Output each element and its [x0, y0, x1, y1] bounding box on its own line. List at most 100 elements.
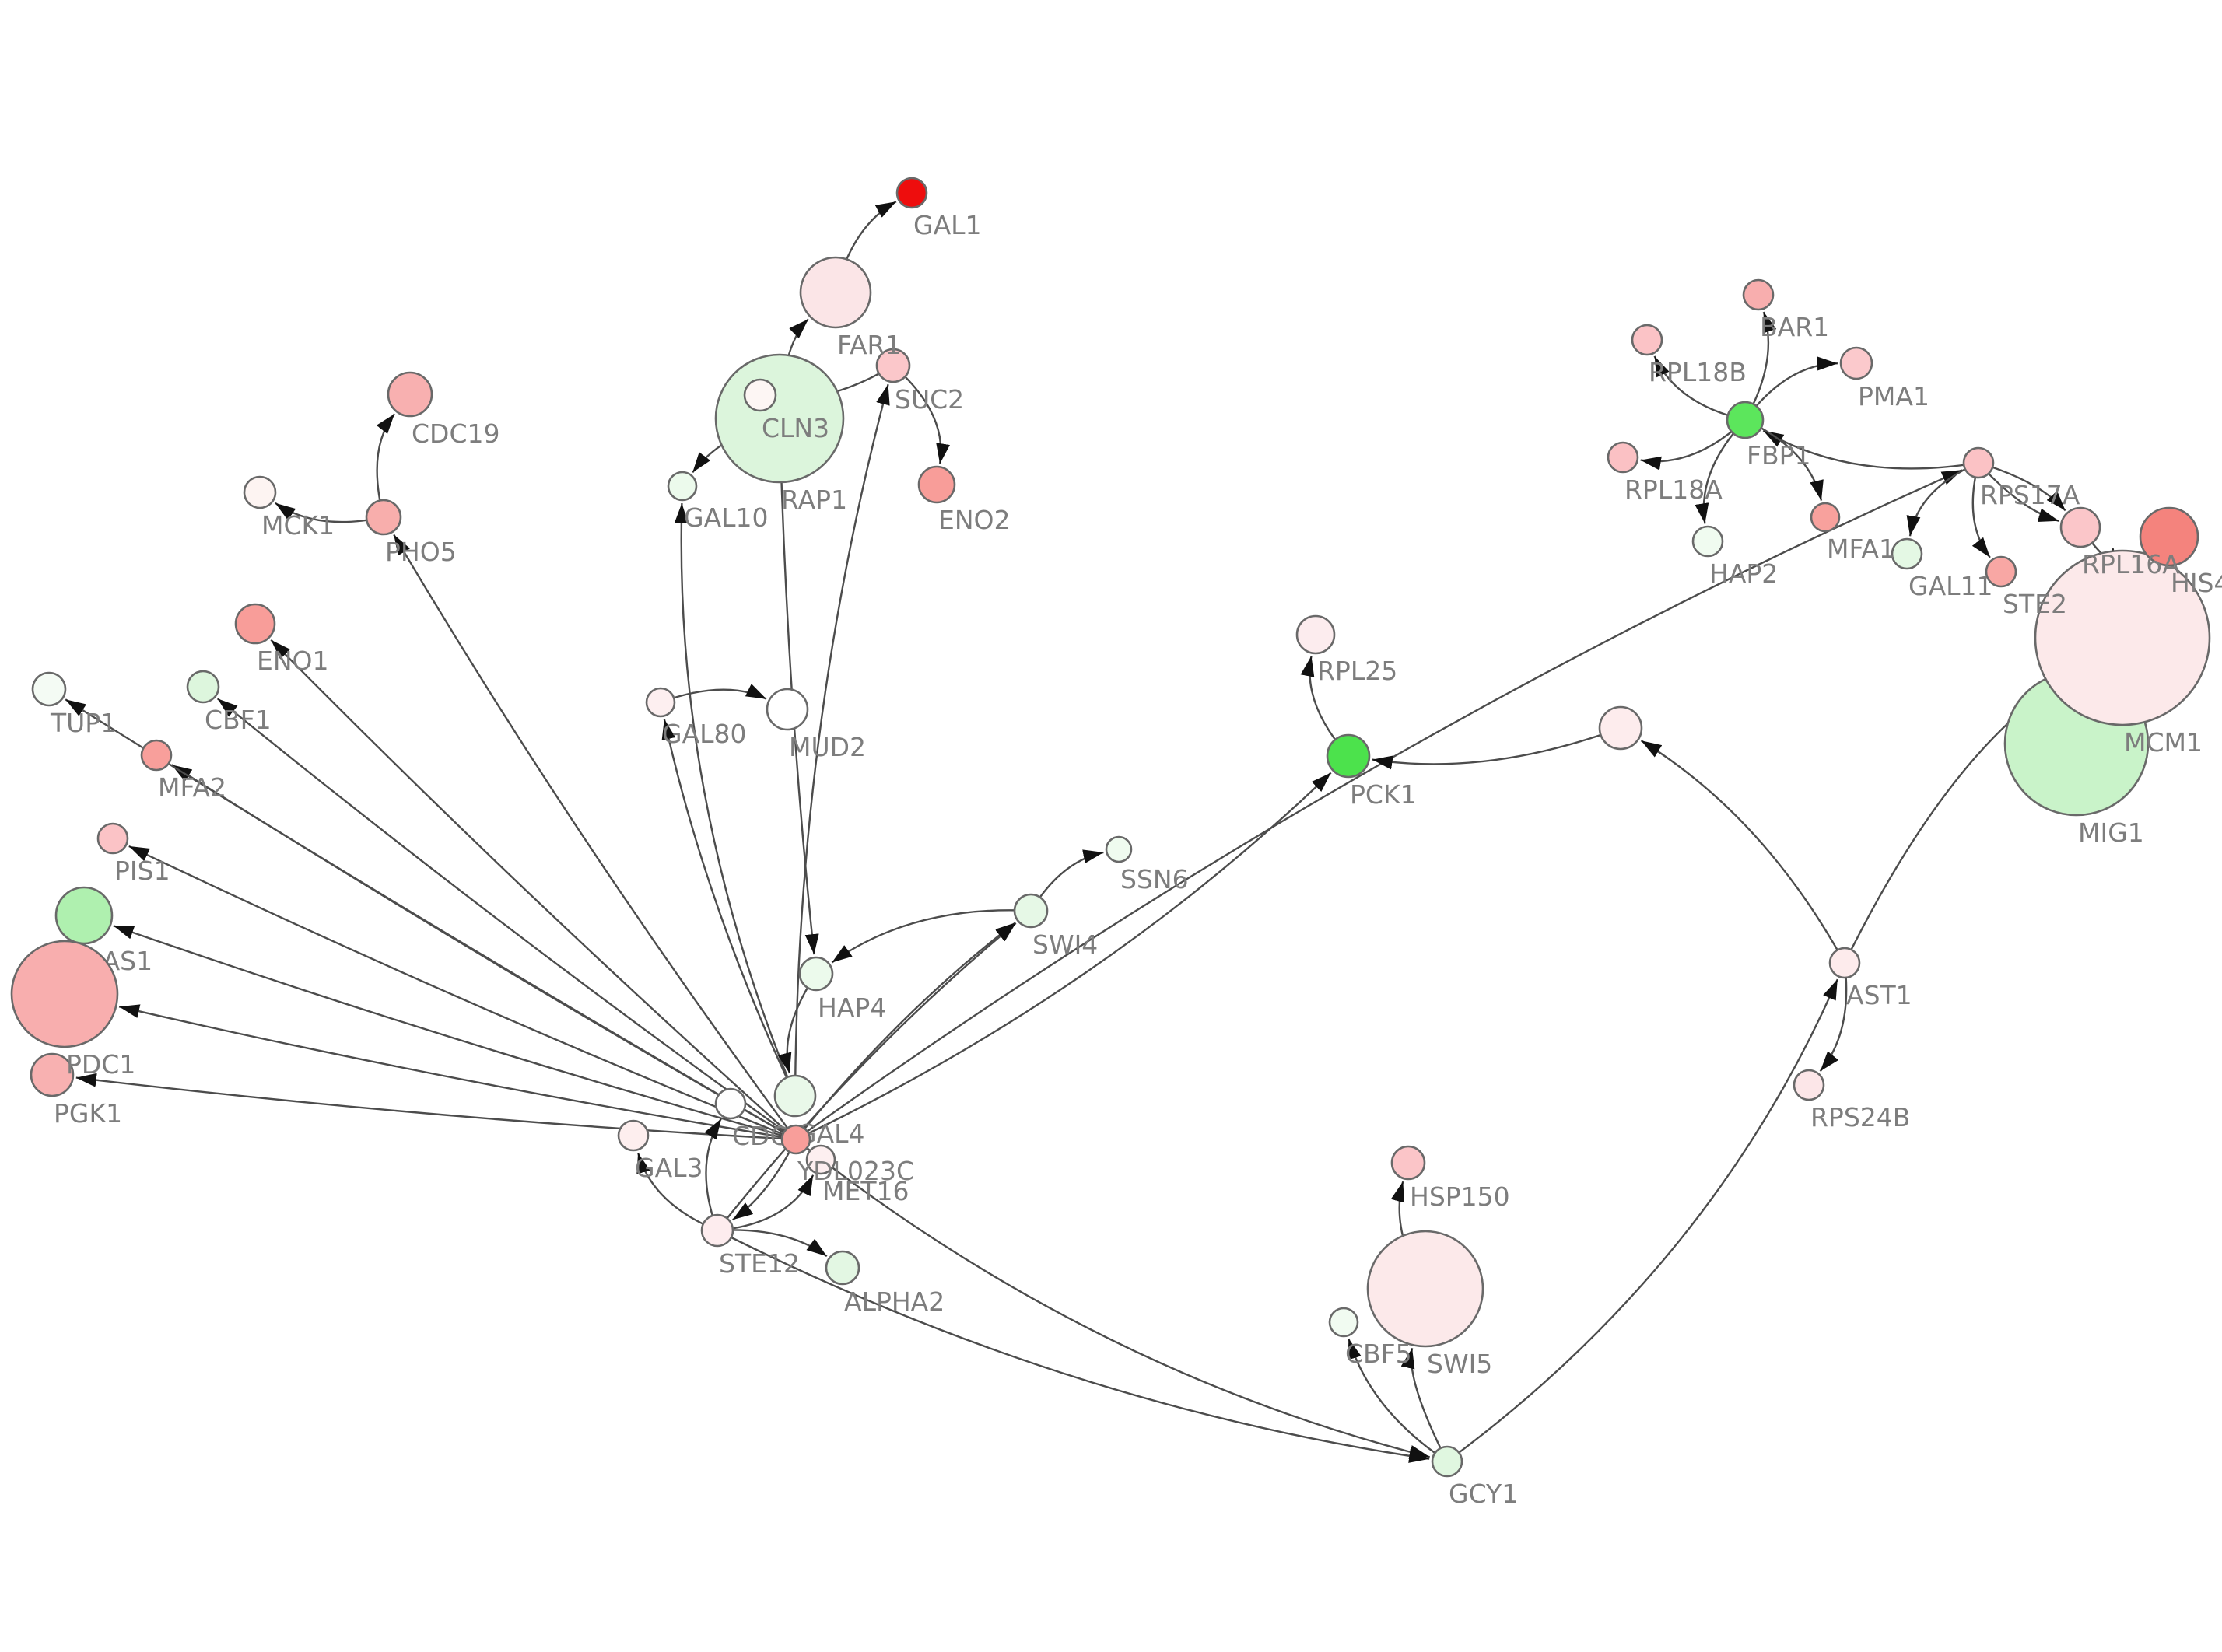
- node-suc2[interactable]: [875, 348, 911, 383]
- edge-rps17a-fbp1[interactable]: [1762, 429, 1979, 470]
- node-pho5[interactable]: [365, 499, 402, 536]
- edge-gal4-gal10[interactable]: [674, 502, 797, 1097]
- edge-ste12-swi4[interactable]: [717, 922, 1017, 1231]
- node-cdc19[interactable]: [387, 371, 433, 418]
- label-rps24b: RPS24B: [1810, 1102, 1910, 1132]
- node-ste12[interactable]: [700, 1213, 734, 1248]
- edge-ast1-node_x[interactable]: [1640, 740, 1846, 964]
- node-alpha2[interactable]: [825, 1250, 860, 1286]
- label-gal10: GAL10: [684, 502, 769, 533]
- node-far1[interactable]: [799, 256, 872, 329]
- node-hap4[interactable]: [798, 956, 834, 992]
- node-hsp150[interactable]: [1390, 1145, 1426, 1181]
- nodes-top-layer: [10, 940, 811, 1155]
- edge-ydl023c-pck1[interactable]: [795, 772, 1332, 1141]
- edge-ydl023c-pis1[interactable]: [128, 845, 797, 1141]
- label-cbf5: CBF5: [1345, 1339, 1412, 1369]
- node-mfa2[interactable]: [140, 739, 173, 772]
- node-rps17a[interactable]: [1962, 446, 1995, 479]
- edge-ydl023c-gcy1[interactable]: [795, 1139, 1430, 1459]
- edge-ast1-rps24b[interactable]: [1819, 962, 1848, 1073]
- node-gal4[interactable]: [773, 1074, 817, 1118]
- label-ste12: STE12: [719, 1248, 800, 1279]
- node-ste2[interactable]: [1985, 555, 2017, 588]
- edge-ydl023c-pdc1[interactable]: [118, 1004, 797, 1141]
- edge-ydl023c-ras1[interactable]: [113, 925, 797, 1141]
- node-hap2[interactable]: [1691, 525, 1724, 558]
- node-gal1[interactable]: [895, 177, 928, 209]
- edge-gcy1-ast1[interactable]: [1446, 978, 1838, 1462]
- node-rpl18b[interactable]: [1631, 324, 1663, 356]
- node-cln3[interactable]: [743, 378, 777, 412]
- label-gal11: GAL11: [1908, 571, 1993, 601]
- node-node_x[interactable]: [1598, 705, 1643, 751]
- node-eno2[interactable]: [917, 465, 956, 504]
- edge-rap1-hap4[interactable]: [778, 418, 819, 955]
- edge-ste12-alpha2[interactable]: [717, 1229, 828, 1258]
- node-pgk1[interactable]: [30, 1052, 75, 1097]
- edge-gal80-mud2[interactable]: [660, 684, 767, 704]
- node-ast1[interactable]: [1828, 947, 1861, 979]
- node-cbf1[interactable]: [186, 670, 220, 704]
- edge-node_x-pck1[interactable]: [1372, 726, 1621, 770]
- node-pis1[interactable]: [96, 822, 129, 855]
- label-pgk1: PGK1: [54, 1098, 122, 1129]
- label-swi5: SWI5: [1427, 1349, 1492, 1379]
- edge-ste12-gcy1[interactable]: [717, 1229, 1430, 1463]
- edge-ydl023c-cbf1[interactable]: [216, 698, 797, 1140]
- edge-gcy1-cbf5[interactable]: [1348, 1338, 1448, 1462]
- edge-ydl023c-tup1[interactable]: [65, 698, 797, 1141]
- node-gal10[interactable]: [667, 471, 698, 502]
- node-cbf5[interactable]: [1328, 1307, 1359, 1338]
- node-cdc6[interactable]: [714, 1087, 747, 1120]
- node-met16[interactable]: [805, 1144, 836, 1175]
- edge-ydl023c-pho5[interactable]: [393, 534, 797, 1140]
- edge-ydl023c-swi4[interactable]: [795, 922, 1016, 1140]
- edge-ydl023c-rps17a[interactable]: [795, 469, 1963, 1140]
- label-rpl25: RPL25: [1317, 656, 1397, 686]
- node-rpl18a[interactable]: [1607, 441, 1639, 474]
- label-tup1: TUP1: [50, 708, 117, 738]
- node-gal80[interactable]: [645, 687, 676, 718]
- label-gal80: GAL80: [662, 719, 747, 749]
- node-gal11[interactable]: [1891, 537, 1923, 570]
- node-gal3[interactable]: [617, 1119, 650, 1152]
- edge-ste12-met16[interactable]: [717, 1174, 815, 1232]
- node-tup1[interactable]: [31, 671, 67, 707]
- labels-layer: RAP1MIG1MCM1GAL1FAR1SUC2CLN3ENO2GAL10CDC…: [50, 210, 2222, 1509]
- node-pma1[interactable]: [1839, 346, 1873, 380]
- node-mck1[interactable]: [243, 475, 277, 509]
- node-bar1[interactable]: [1742, 278, 1775, 311]
- node-mcm1[interactable]: [2034, 549, 2211, 726]
- edge-gal4-suc2[interactable]: [794, 383, 890, 1097]
- node-rpl25[interactable]: [1295, 614, 1336, 655]
- node-his4[interactable]: [2139, 506, 2199, 567]
- label-mig1: MIG1: [2078, 817, 2144, 848]
- edge-ydl023c-pgk1[interactable]: [75, 1073, 797, 1141]
- node-fbp1[interactable]: [1726, 401, 1765, 439]
- node-swi5[interactable]: [1366, 1230, 1484, 1348]
- node-pdc1[interactable]: [10, 940, 119, 1048]
- node-mfa1[interactable]: [1810, 502, 1841, 533]
- edge-ydl023c-eno1[interactable]: [270, 639, 797, 1140]
- node-eno1[interactable]: [234, 603, 276, 645]
- node-rpl16a[interactable]: [2059, 506, 2101, 548]
- label-mfa1: MFA1: [1827, 534, 1895, 564]
- node-ssn6[interactable]: [1105, 835, 1133, 863]
- label-pma1: PMA1: [1858, 381, 1929, 411]
- label-ast1: AST1: [1846, 980, 1912, 1010]
- node-rap1[interactable]: [714, 353, 845, 484]
- node-ras1[interactable]: [54, 886, 114, 945]
- node-mud2[interactable]: [766, 688, 809, 731]
- edge-swi4-hap4[interactable]: [831, 909, 1032, 964]
- node-gcy1[interactable]: [1431, 1445, 1463, 1478]
- node-pck1[interactable]: [1326, 733, 1371, 779]
- node-swi4[interactable]: [1013, 893, 1049, 929]
- node-ydl023c[interactable]: [780, 1124, 811, 1155]
- edge-gcy1-swi5[interactable]: [1400, 1347, 1449, 1462]
- nodes-layer: [30, 177, 2211, 1478]
- edge-gal4-gal80[interactable]: [661, 719, 797, 1097]
- node-rps24b[interactable]: [1793, 1069, 1825, 1101]
